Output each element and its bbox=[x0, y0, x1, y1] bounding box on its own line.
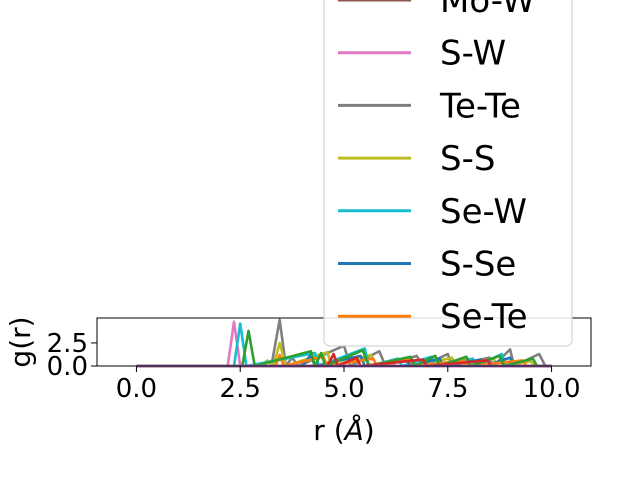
legend-items: Mo-W S-W Te-Te S-S Se-W S-Se Se-Te bbox=[338, 0, 535, 337]
y-axis-label: g(r) bbox=[4, 316, 37, 367]
legend-box bbox=[323, 0, 573, 347]
y-tick-label: 0.0 bbox=[47, 352, 88, 382]
y-axis-ticks: 0.02.5 bbox=[47, 329, 97, 382]
x-axis-label-close: ) bbox=[364, 414, 375, 447]
x-axis-label: r (Å) bbox=[313, 413, 374, 447]
legend: Mo-W S-W Te-Te S-S Se-W S-Se Se-Te bbox=[323, 0, 573, 347]
x-tick-label: 2.5 bbox=[220, 374, 261, 404]
legend-label-s-w: S-W bbox=[440, 34, 506, 74]
x-tick-label: 7.5 bbox=[427, 374, 468, 404]
x-tick-label: 10.0 bbox=[523, 374, 581, 404]
x-tick-label: 5.0 bbox=[323, 374, 364, 404]
x-axis-label-text: r ( bbox=[313, 414, 344, 447]
legend-label-se-w: Se-W bbox=[440, 192, 527, 232]
x-axis-ticks: 0.0 2.5 5.0 7.5 10.0 bbox=[116, 366, 581, 404]
legend-label-s-se: S-Se bbox=[440, 245, 516, 285]
legend-label-se-te: Se-Te bbox=[440, 297, 528, 337]
legend-label-s-s: S-S bbox=[440, 139, 495, 179]
legend-label-mo-w: Mo-W bbox=[440, 0, 535, 21]
x-axis-label-unit: Å bbox=[343, 413, 364, 447]
y-tick-label: 2.5 bbox=[47, 329, 88, 359]
series-line-series-7 bbox=[136, 329, 552, 368]
x-tick-label: 0.0 bbox=[116, 374, 157, 404]
legend-label-te-te: Te-Te bbox=[439, 86, 521, 126]
